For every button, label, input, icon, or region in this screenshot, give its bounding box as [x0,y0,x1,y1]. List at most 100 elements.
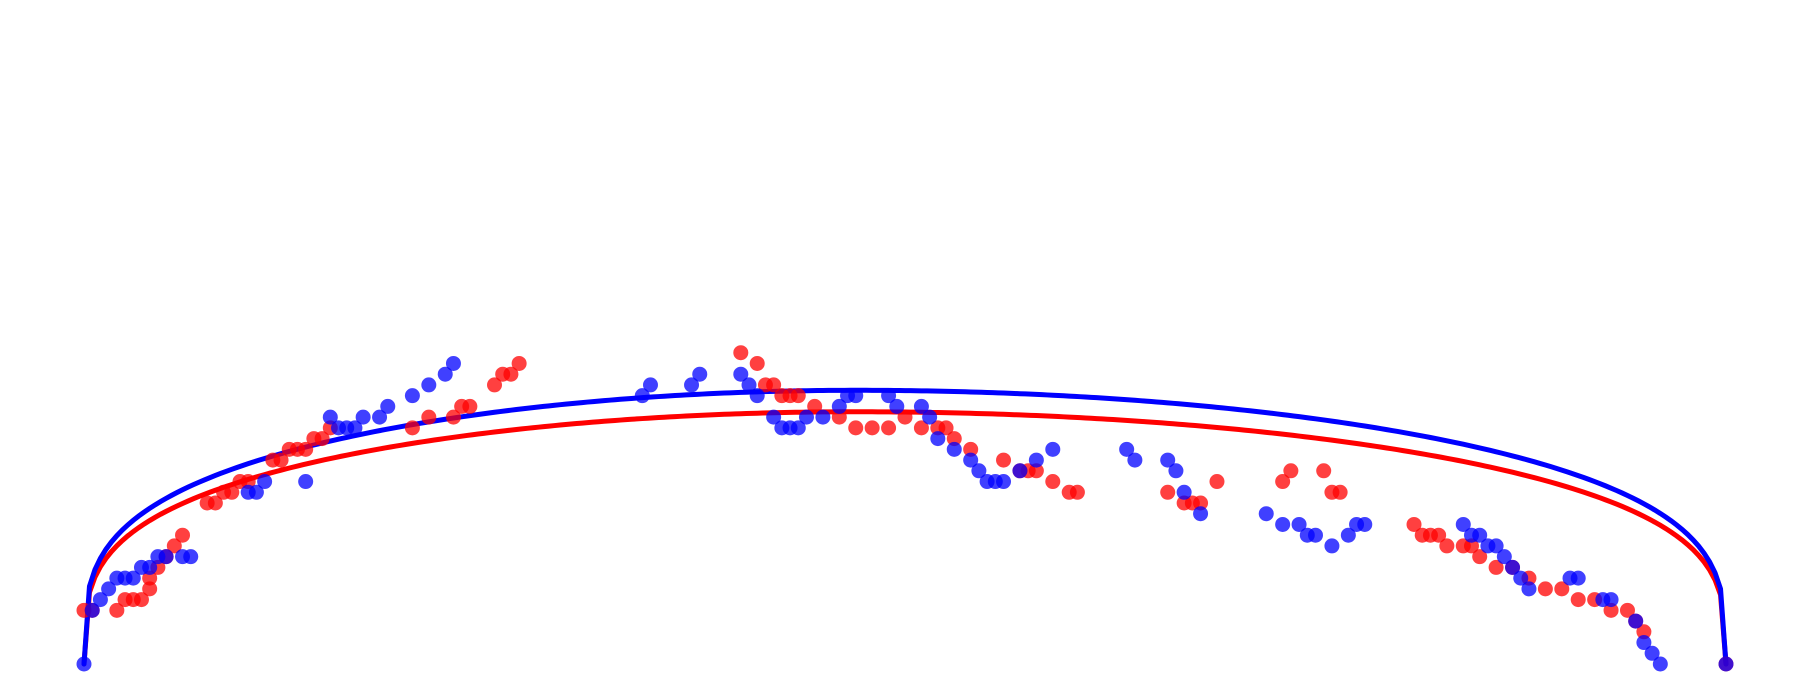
series-1-point-20 [273,452,289,468]
series-2-point-1 [76,656,92,672]
series-1-point-31 [462,398,478,414]
series-2-point-16 [257,474,273,490]
series-2-point-69 [1308,527,1323,543]
series-2-point-3 [92,592,108,608]
series-1-point-87 [1619,602,1635,618]
series-2-point-64 [1193,506,1209,522]
series-2-point-17 [298,474,314,490]
series-1-point-43 [807,398,823,414]
series-2-point-48 [922,409,938,425]
series-2-point-24 [380,398,396,414]
series-1-point-44 [831,409,847,425]
series-1-point-48 [897,409,913,425]
series-2-point-66 [1275,516,1291,532]
series-2-point-33 [733,366,749,382]
series-2-point-55 [996,474,1012,490]
series-1-point-42 [790,388,806,404]
series-2-point-35 [749,388,765,404]
series-2-point-9 [142,559,158,575]
series-1-point-77 [1463,538,1479,554]
series-1-point-6 [133,592,149,608]
series-2-point-89 [1644,645,1660,661]
series-2-point-73 [1357,516,1373,532]
series-1-point-82 [1537,581,1553,597]
series-1-point-71 [1406,516,1422,532]
series-2-point-79 [1496,549,1512,565]
series-2-point-45 [881,388,897,404]
series-1-point-47 [881,420,897,436]
series-1-point-74 [1431,527,1447,543]
series-2-point-49 [930,431,946,447]
series-2-point-47 [913,398,929,414]
series-1-point-28 [421,409,437,425]
series-2-point-51 [963,452,979,468]
series-2-point-60 [1127,452,1143,468]
series-1-point-51 [938,420,954,436]
series-2-point-13 [183,549,199,565]
series-1-point-37 [749,355,765,371]
series-1-point-57 [1028,463,1044,479]
series-1-point-84 [1570,592,1586,608]
series-2-point-74 [1455,516,1471,532]
series-1-point-78 [1472,549,1488,565]
series-2-point-34 [741,377,757,393]
series-1-point-61 [1160,484,1176,500]
series-1-point-68 [1316,463,1332,479]
series-1-point-34 [503,366,519,382]
series-2-point-44 [848,388,864,404]
series-1-point-32 [487,377,502,393]
series-1-point-8 [142,570,158,586]
series-2-point-36 [766,409,782,425]
series-1-point-46 [864,420,880,436]
series-2-point-46 [889,398,905,414]
series-2-point-57 [1028,452,1044,468]
data-points [76,345,1734,672]
series-1-point-27 [404,420,420,436]
series-1-point-89 [1636,624,1652,640]
series-2-point-87 [1628,613,1644,629]
series-2-point-11 [158,549,174,565]
series-2-point-80 [1505,559,1521,575]
series-1-point-53 [963,441,979,457]
series-2-point-91 [1718,656,1734,672]
series-2-point-86 [1603,592,1619,608]
series-2-point-67 [1291,516,1307,532]
series-2-point-78 [1488,538,1504,554]
series-2-point-27 [437,366,453,382]
series-2-point-63 [1176,484,1192,500]
series-2-point-25 [404,388,420,404]
series-2-point-76 [1472,527,1488,543]
series-2-point-23 [372,409,388,425]
series-1-point-16 [224,484,240,500]
series-2-point-26 [421,377,437,393]
series-1-point-23 [298,441,314,457]
series-1-point-14 [207,495,223,511]
series-2-point-31 [684,377,700,393]
series-1-point-36 [733,345,749,361]
series-2-point-62 [1168,463,1184,479]
series-2-point-41 [815,409,831,425]
series-2-point-61 [1160,452,1176,468]
series-1-point-49 [913,420,929,436]
series-1-point-3 [109,602,125,618]
series-1-point-60 [1069,484,1085,500]
series-1-point-12 [175,527,191,543]
series-1-point-65 [1209,474,1225,490]
series-2-point-56 [1012,463,1028,479]
series-2-point-59 [1119,441,1135,457]
series-1-point-66 [1275,474,1291,490]
series-2-point-32 [692,366,708,382]
series-1-point-39 [766,377,782,393]
series-2-point-15 [248,484,264,500]
series-2-point-29 [634,388,650,404]
series-2-point-65 [1258,506,1274,522]
series-2-point-71 [1340,527,1356,543]
series-2-point-90 [1652,656,1668,672]
series-2-point-21 [347,420,363,436]
series-1-point-11 [166,538,182,554]
series-2-point-40 [798,409,814,425]
fit-curve-2 [81,387,1729,667]
series-2-point-70 [1324,538,1340,554]
series-1-point-7 [142,581,158,597]
